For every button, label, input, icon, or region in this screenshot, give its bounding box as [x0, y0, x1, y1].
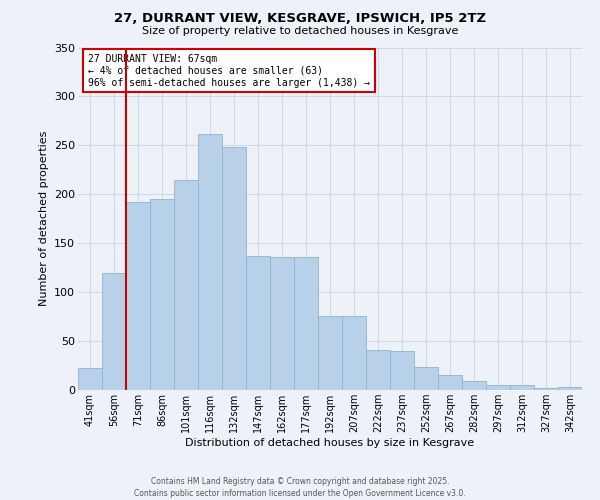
Bar	[534, 388, 558, 390]
Bar	[126, 202, 150, 390]
Text: 27 DURRANT VIEW: 67sqm
← 4% of detached houses are smaller (63)
96% of semi-deta: 27 DURRANT VIEW: 67sqm ← 4% of detached …	[88, 54, 370, 88]
Bar	[102, 272, 126, 390]
Bar	[366, 350, 390, 390]
Text: 27, DURRANT VIEW, KESGRAVE, IPSWICH, IP5 2TZ: 27, DURRANT VIEW, KESGRAVE, IPSWICH, IP5…	[114, 12, 486, 26]
X-axis label: Distribution of detached houses by size in Kesgrave: Distribution of detached houses by size …	[185, 438, 475, 448]
Bar	[222, 148, 246, 390]
Bar	[78, 368, 102, 390]
Text: Contains HM Land Registry data © Crown copyright and database right 2025.
Contai: Contains HM Land Registry data © Crown c…	[134, 476, 466, 498]
Bar	[150, 199, 174, 390]
Bar	[438, 376, 462, 390]
Bar	[174, 180, 198, 390]
Bar	[558, 387, 582, 390]
Bar	[318, 316, 342, 390]
Bar	[342, 316, 366, 390]
Bar	[270, 257, 294, 390]
Bar	[294, 257, 318, 390]
Bar	[198, 134, 222, 390]
Bar	[246, 256, 270, 390]
Y-axis label: Number of detached properties: Number of detached properties	[38, 131, 49, 306]
Bar	[414, 366, 438, 390]
Text: Size of property relative to detached houses in Kesgrave: Size of property relative to detached ho…	[142, 26, 458, 36]
Bar	[462, 381, 486, 390]
Bar	[510, 385, 534, 390]
Bar	[390, 351, 414, 390]
Bar	[486, 385, 510, 390]
